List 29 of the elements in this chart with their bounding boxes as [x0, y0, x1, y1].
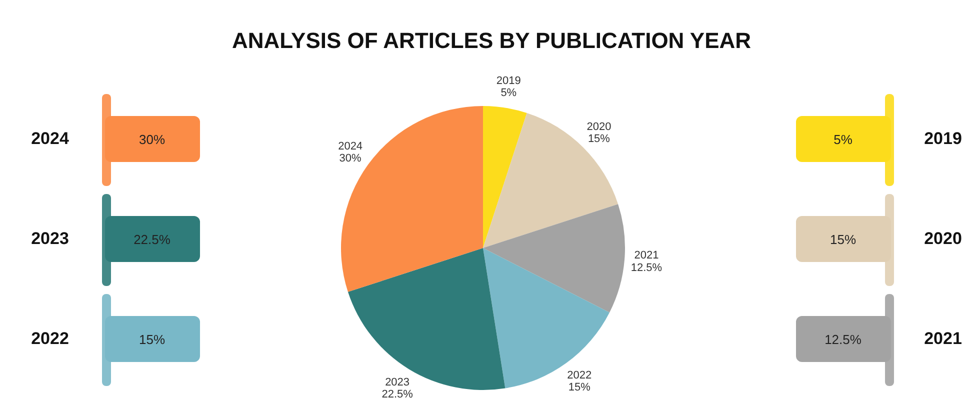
text: 15% [138, 332, 166, 347]
text: 5% [834, 132, 852, 147]
data-label: 15% [568, 382, 591, 394]
slice-label: 2023 [385, 376, 410, 389]
data-label: 22.5% [382, 388, 414, 401]
data-label: 12.5% [630, 262, 662, 274]
slice-label: 2022 [567, 369, 592, 382]
text: 12.5% [824, 332, 862, 347]
data-label: 5% [500, 86, 517, 99]
pie-slice [348, 248, 506, 390]
category-label: 2021 [924, 329, 962, 348]
slice-label: 2024 [338, 140, 363, 152]
data-label: 30% [339, 152, 362, 165]
category-label: 2022 [31, 329, 69, 348]
pie-slice [483, 106, 527, 248]
chart-title: ANALYSIS OF ARTICLES BY PUBLICATION YEAR [232, 28, 752, 53]
slice-label: 2020 [586, 120, 612, 133]
slice-label: 2019 [496, 74, 521, 87]
text: 22.5% [134, 232, 170, 247]
category-label: 2024 [31, 129, 69, 148]
category-label: 2020 [924, 229, 962, 248]
pie-slice [483, 112, 618, 248]
category-label: 2019 [924, 129, 962, 148]
pie-slice [483, 204, 625, 312]
data-label: 15% [588, 132, 610, 145]
slice-label: 2021 [634, 250, 659, 262]
text: 30% [138, 132, 166, 147]
category-label: 2023 [31, 229, 69, 248]
text: 15% [830, 232, 856, 247]
